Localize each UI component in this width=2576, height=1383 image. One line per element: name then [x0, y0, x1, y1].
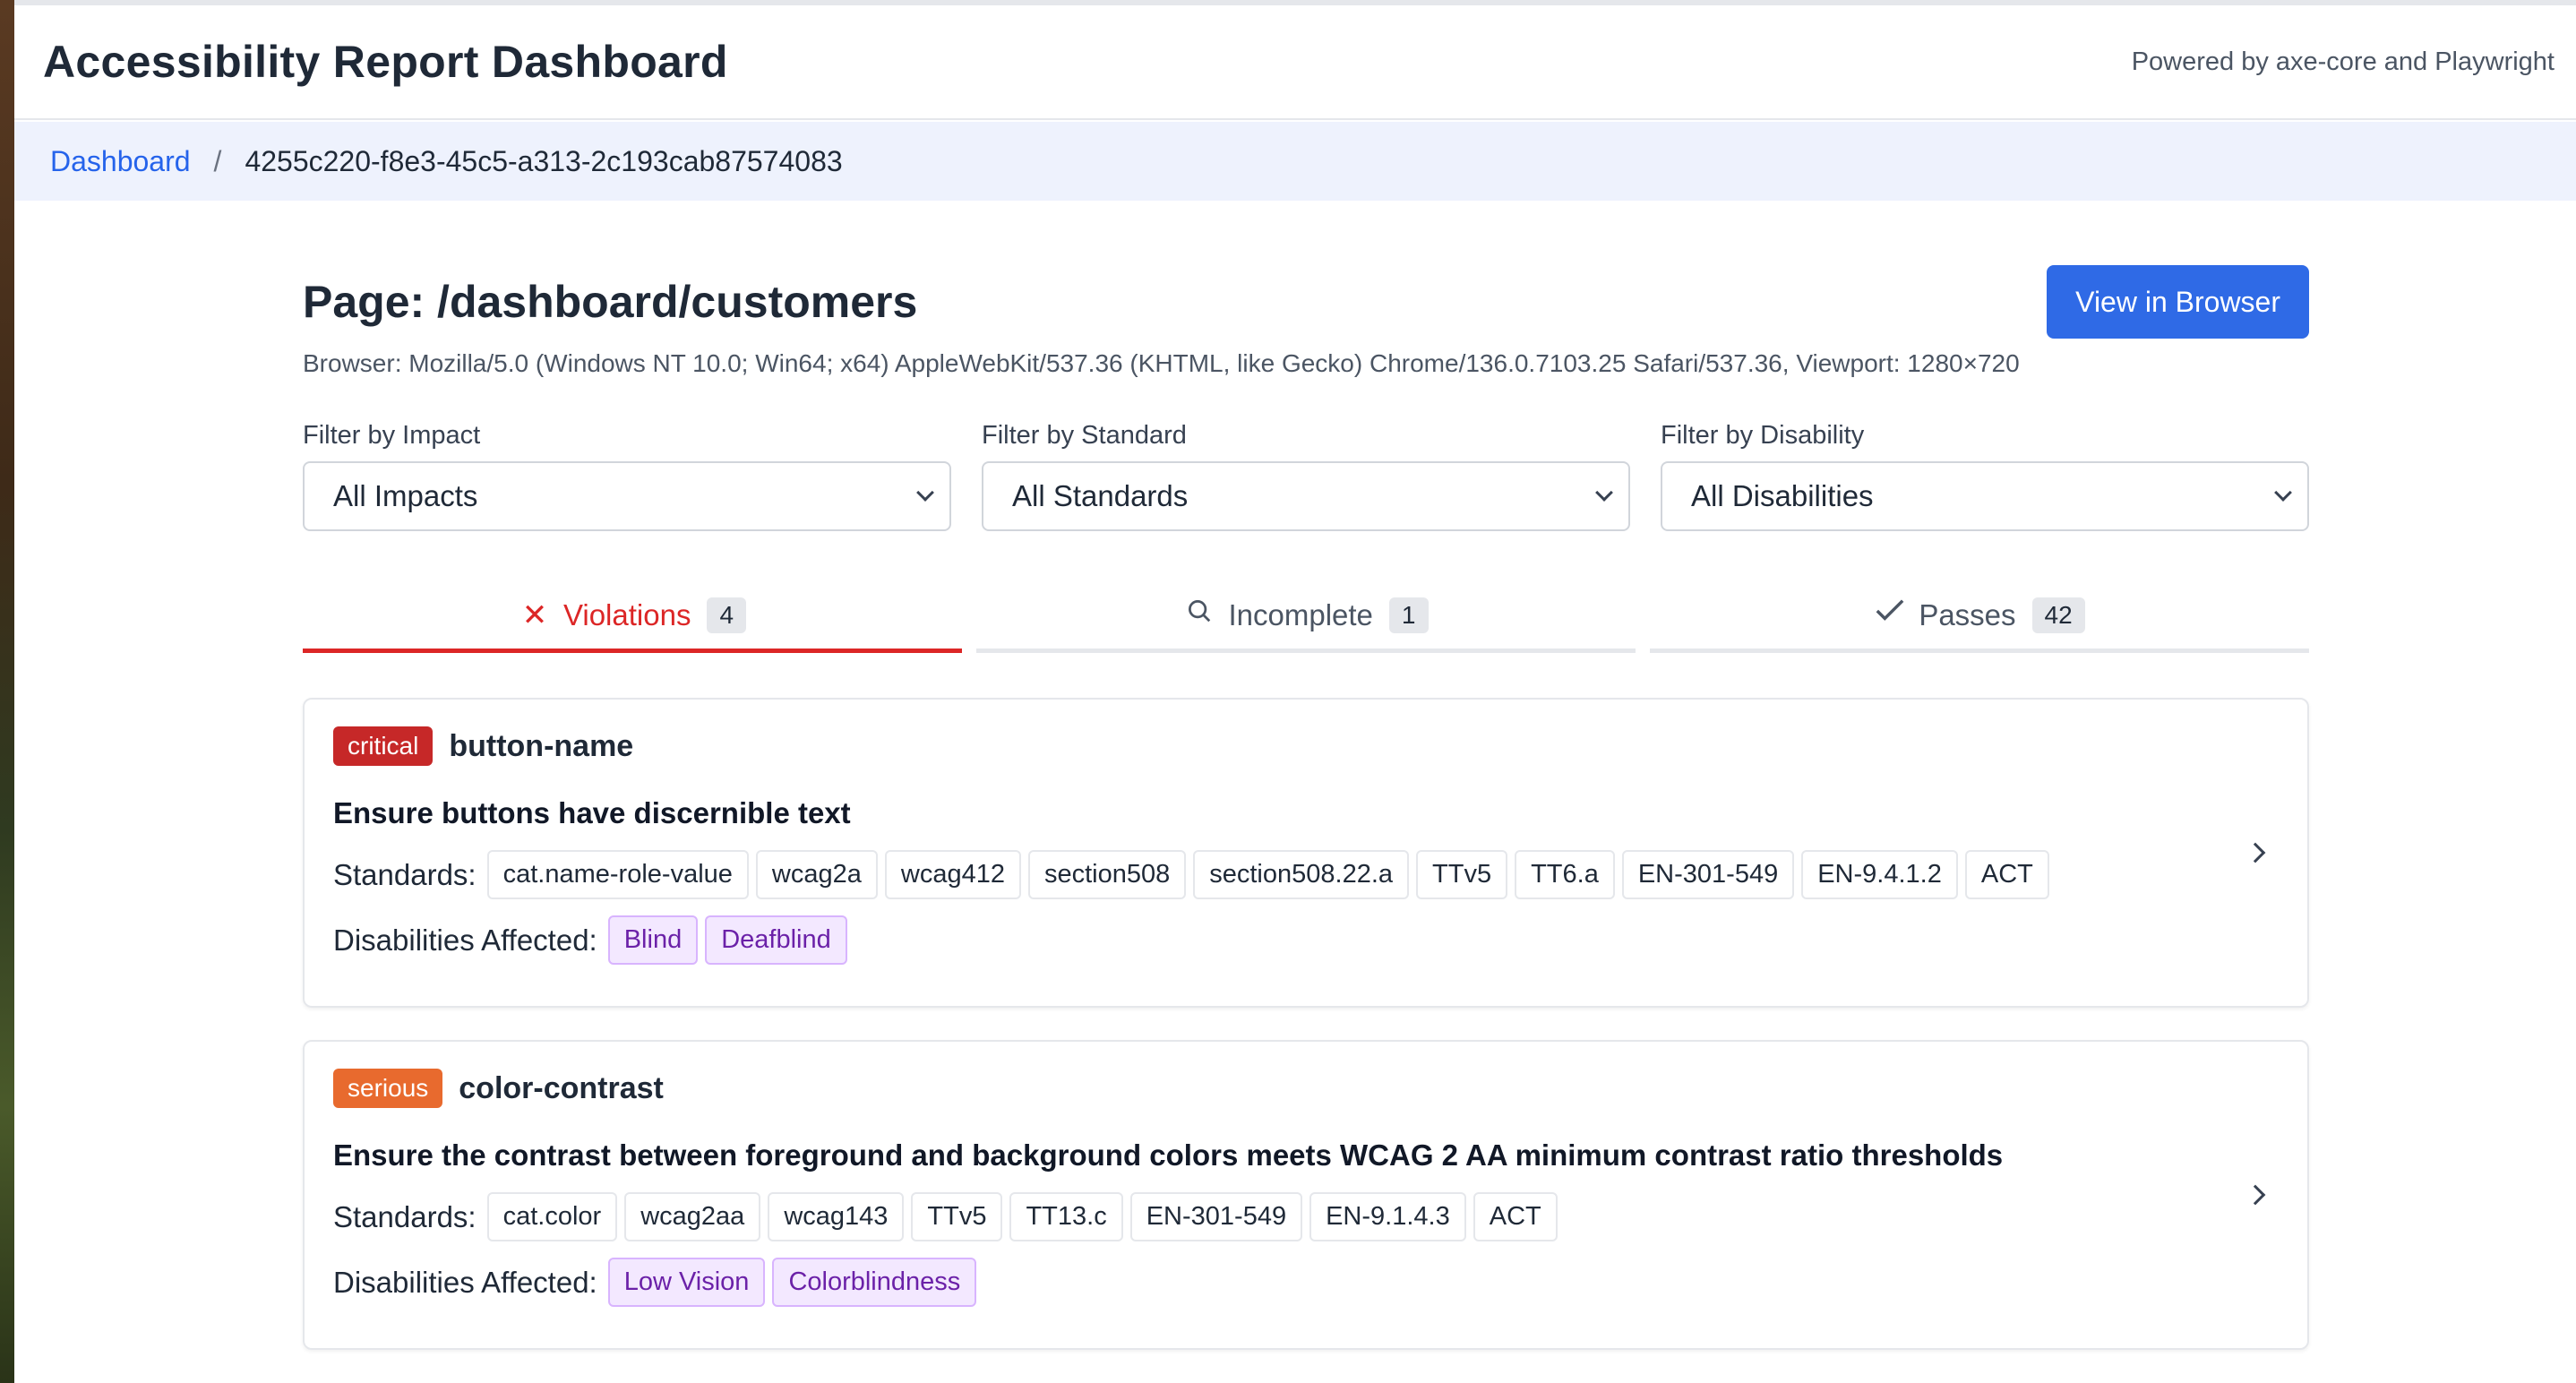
standard-tag: cat.name-role-value [486, 850, 749, 899]
standards-row: Standards: cat.name-role-value wcag2a wc… [333, 850, 2279, 899]
chevron-down-icon [916, 484, 934, 502]
tab-violations[interactable]: ✕ Violations 4 [303, 588, 962, 653]
standard-tag: EN-9.1.4.3 [1309, 1192, 1466, 1241]
chevron-down-icon [1595, 484, 1613, 502]
standard-tag: cat.color [486, 1192, 618, 1241]
app-title: Accessibility Report Dashboard [43, 37, 728, 87]
page-title: Page: /dashboard/customers [303, 277, 918, 327]
rule-description: Ensure buttons have discernible text [333, 796, 851, 829]
tab-incomplete-label: Incomplete [1228, 597, 1373, 631]
rule-description: Ensure the contrast between foreground a… [333, 1138, 2004, 1172]
window-top-border [14, 0, 2576, 5]
check-icon [1874, 597, 1906, 632]
impact-select-value: All Impacts [333, 479, 478, 512]
disability-tag: Low Vision [607, 1258, 766, 1307]
standard-tag: TTv5 [911, 1192, 1003, 1241]
result-tabs: ✕ Violations 4 Incomplete 1 Passes 42 [303, 588, 2309, 653]
disabilities-label: Disabilities Affected: [333, 1265, 597, 1299]
view-in-browser-button[interactable]: View in Browser [2047, 265, 2309, 339]
tab-incomplete-count: 1 [1388, 597, 1429, 633]
filter-impact: Filter by Impact All Impacts [303, 421, 951, 531]
app-header: Accessibility Report Dashboard Powered b… [14, 5, 2576, 120]
standard-tag: wcag2a [755, 850, 878, 899]
standards-label: Standards: [333, 857, 477, 891]
standard-tag: ACT [1473, 1192, 1558, 1241]
impact-select[interactable]: All Impacts [303, 461, 951, 531]
powered-by-text: Powered by axe-core and Playwright [2131, 47, 2555, 76]
standard-tag: EN-301-549 [1129, 1192, 1303, 1241]
tab-violations-count: 4 [707, 597, 747, 633]
disability-tag: Colorblindness [772, 1258, 977, 1307]
standards-row: Standards: cat.color wcag2aa wcag143 TTv… [333, 1192, 2279, 1241]
filter-disability: Filter by Disability All Disabilities [1661, 421, 2309, 531]
search-icon [1183, 597, 1215, 632]
standard-tag: TTv5 [1416, 850, 1508, 899]
breadcrumb-separator: / [213, 144, 222, 177]
violation-card[interactable]: critical button-name Ensure buttons have… [303, 698, 2309, 1008]
violation-card[interactable]: serious color-contrast Ensure the contra… [303, 1040, 2309, 1350]
standard-tag: wcag412 [884, 850, 1021, 899]
filter-disability-label: Filter by Disability [1661, 421, 1865, 450]
impact-badge: serious [333, 1069, 443, 1108]
violation-header: critical button-name [333, 726, 2279, 766]
standards-label: Standards: [333, 1199, 477, 1233]
disabilities-row: Disabilities Affected: Blind Deafblind [333, 915, 2279, 965]
desktop-background-strip [0, 0, 14, 1383]
filter-standard: Filter by Standard All Standards [982, 421, 1630, 531]
filter-standard-label: Filter by Standard [982, 421, 1187, 450]
impact-badge: critical [333, 726, 434, 766]
report-main: Page: /dashboard/customers View in Brows… [303, 260, 2309, 1350]
standard-select-value: All Standards [1012, 479, 1189, 512]
tab-passes-count: 42 [2031, 597, 2085, 633]
tab-violations-label: Violations [562, 597, 691, 631]
rule-id: button-name [449, 728, 634, 763]
standard-tag: TT6.a [1515, 850, 1615, 899]
standard-tag: ACT [1964, 850, 2049, 899]
standard-tag: EN-301-549 [1621, 850, 1795, 899]
breadcrumb-current: 4255c220-f8e3-45c5-a313-2c193cab87574083 [245, 144, 843, 177]
tab-incomplete[interactable]: Incomplete 1 [976, 588, 1636, 653]
standard-tag: EN-9.4.1.2 [1801, 850, 1958, 899]
filters: Filter by Impact All Impacts Filter by S… [303, 421, 2309, 531]
disability-select[interactable]: All Disabilities [1661, 461, 2309, 531]
breadcrumb-dashboard-link[interactable]: Dashboard [50, 144, 191, 177]
disability-tag: Blind [607, 915, 699, 965]
violation-header: serious color-contrast [333, 1069, 2279, 1108]
standard-tag: wcag143 [768, 1192, 905, 1241]
standard-tag: section508.22.a [1193, 850, 1410, 899]
breadcrumb: Dashboard / 4255c220-f8e3-45c5-a313-2c19… [14, 122, 2576, 201]
chevron-down-icon [2274, 484, 2292, 502]
standard-select[interactable]: All Standards [982, 461, 1630, 531]
filter-impact-label: Filter by Impact [303, 421, 481, 450]
disability-select-value: All Disabilities [1691, 479, 1874, 512]
standard-tag: wcag2aa [624, 1192, 761, 1241]
disability-tag: Deafblind [705, 915, 847, 965]
browser-info: Browser: Mozilla/5.0 (Windows NT 10.0; W… [303, 349, 2020, 377]
page-header: Page: /dashboard/customers View in Brows… [303, 260, 2309, 339]
standard-tag: TT13.c [1009, 1192, 1123, 1241]
disabilities-label: Disabilities Affected: [333, 923, 597, 957]
x-icon: ✕ [521, 597, 548, 632]
tab-passes[interactable]: Passes 42 [1650, 588, 2309, 653]
tab-passes-label: Passes [1919, 597, 2016, 631]
standard-tag: section508 [1027, 850, 1187, 899]
rule-id: color-contrast [459, 1070, 664, 1105]
disabilities-row: Disabilities Affected: Low Vision Colorb… [333, 1258, 2279, 1307]
